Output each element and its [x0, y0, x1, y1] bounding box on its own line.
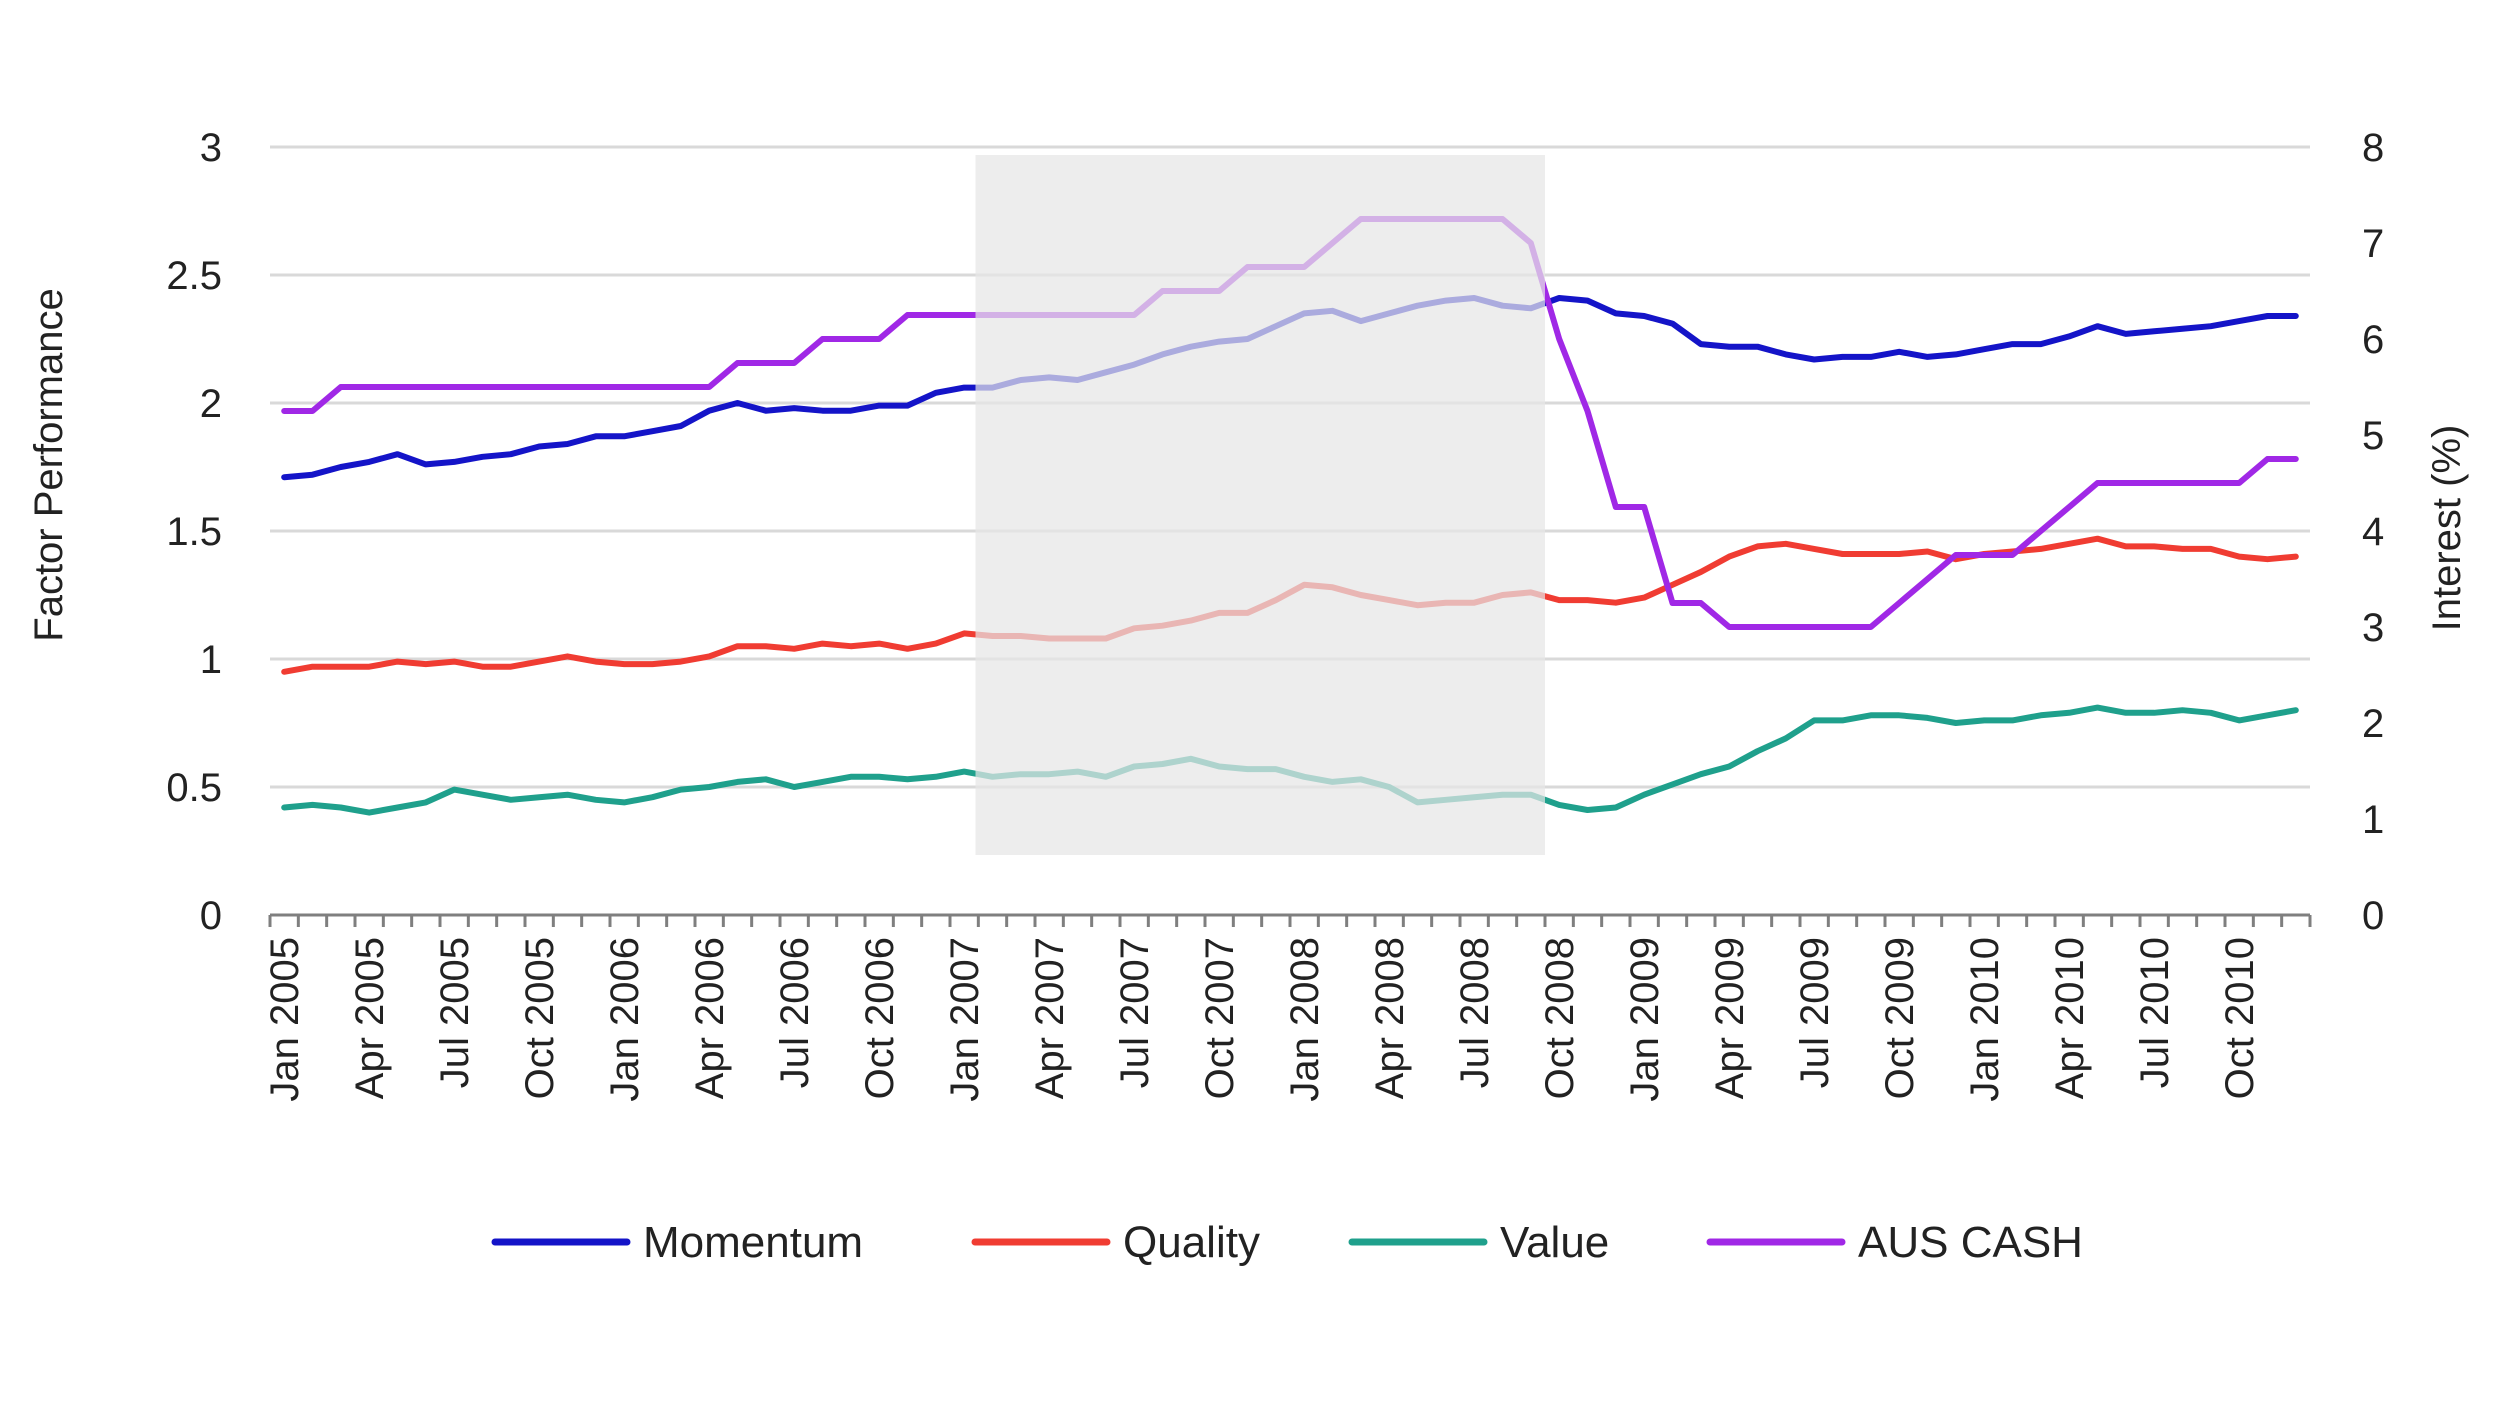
- legend-label-aus-cash: AUS CASH: [1858, 1218, 2083, 1267]
- x-tick-label: Jul 2010: [2133, 937, 2177, 1088]
- y2-axis-title: Interest (%): [2425, 425, 2469, 632]
- y-axis-title: Factor Performance: [27, 288, 71, 641]
- y2-tick-label: 5: [2362, 414, 2384, 458]
- y2-tick-label: 6: [2362, 318, 2384, 362]
- y-tick-label: 1: [200, 638, 222, 682]
- x-tick-label: Jul 2006: [773, 937, 817, 1088]
- y2-tick-label: 3: [2362, 606, 2384, 650]
- legend: Momentum Quality Value AUS CASH: [491, 1218, 2083, 1267]
- x-tick-label: Oct 2010: [2218, 937, 2262, 1099]
- x-tick-label: Jul 2005: [433, 937, 477, 1088]
- x-tick-label: Apr 2010: [2048, 937, 2092, 1099]
- y2-tick-label: 0: [2362, 894, 2384, 938]
- y-tick-label: 2: [200, 382, 222, 426]
- x-tick-label: Jan 2009: [1623, 937, 1667, 1102]
- legend-item-momentum: Momentum: [491, 1218, 863, 1267]
- shaded-period: [975, 155, 1545, 855]
- legend-label-value: Value: [1500, 1218, 1609, 1267]
- x-tick-label: Apr 2006: [688, 937, 732, 1099]
- x-tick-label: Oct 2007: [1198, 937, 1242, 1099]
- y-tick-label: 3: [200, 126, 222, 170]
- x-tick-label: Jan 2010: [1963, 937, 2007, 1102]
- x-tick-label: Jan 2005: [263, 937, 307, 1102]
- legend-label-quality: Quality: [1123, 1218, 1260, 1267]
- x-tick-label: Oct 2006: [858, 937, 902, 1099]
- y2-tick-label: 2: [2362, 702, 2384, 746]
- overlay-layer: [975, 155, 1545, 855]
- y-tick-label: 0.5: [166, 766, 222, 810]
- axis-layer: Jan 2005 Apr 2005 Jul 2005 Oct 2005 Jan 2006…: [166, 126, 2384, 1102]
- legend-label-momentum: Momentum: [643, 1218, 863, 1267]
- y2-tick-label: 7: [2362, 222, 2384, 266]
- y2-tick-label: 4: [2362, 510, 2384, 554]
- x-tick-label: Apr 2007: [1028, 937, 1072, 1099]
- legend-item-aus-cash: AUS CASH: [1706, 1218, 2083, 1267]
- x-tick-label: Jul 2008: [1453, 937, 1497, 1088]
- y-tick-label: 2.5: [166, 254, 222, 298]
- x-tick-label: Oct 2009: [1878, 937, 1922, 1099]
- x-tick-label: Oct 2005: [518, 937, 562, 1099]
- y-tick-label: 0: [200, 894, 222, 938]
- x-tick-label: Oct 2008: [1538, 937, 1582, 1099]
- x-tick-label: Jan 2006: [603, 937, 647, 1102]
- y2-tick-label: 1: [2362, 798, 2384, 842]
- x-tick-label: Apr 2005: [348, 937, 392, 1099]
- x-tick-label: Jan 2008: [1283, 937, 1327, 1102]
- legend-item-value: Value: [1348, 1218, 1609, 1267]
- y2-tick-label: 8: [2362, 126, 2384, 170]
- x-tick-label: Apr 2008: [1368, 937, 1412, 1099]
- x-tick-label: Jul 2009: [1793, 937, 1837, 1088]
- y-tick-label: 1.5: [166, 510, 222, 554]
- legend-item-quality: Quality: [971, 1218, 1260, 1267]
- x-tick-label: Apr 2009: [1708, 937, 1752, 1099]
- x-tick-label: Jan 2007: [943, 937, 987, 1102]
- x-tick-label: Jul 2007: [1113, 937, 1157, 1088]
